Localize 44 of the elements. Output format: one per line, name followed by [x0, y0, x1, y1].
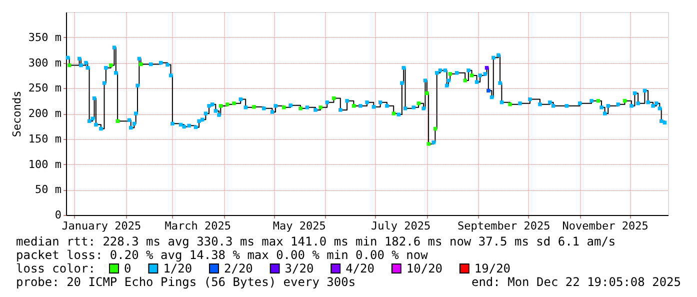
x-tick-label: November 2025: [562, 220, 648, 232]
y-tick-label: 0: [54, 208, 62, 222]
legend-label: 1/20: [163, 262, 192, 276]
legend-label: 4/20: [346, 262, 375, 276]
point: [116, 119, 120, 123]
legend-label: 3/20: [284, 262, 314, 276]
text: probe: 20 ICMP Echo Pings (56 Bytes) every 300s: [16, 275, 356, 289]
point: [416, 101, 420, 106]
point: [352, 104, 356, 108]
x-tick-label: May 2025: [272, 220, 326, 232]
y-tick-label: 250 m: [28, 82, 62, 95]
point: [508, 102, 512, 106]
point: [109, 63, 113, 68]
y-tick-label: 150 m: [28, 132, 62, 146]
x-tick-label: July 2025: [370, 220, 431, 232]
point: [392, 112, 396, 116]
point: [252, 105, 256, 109]
point: [486, 88, 490, 93]
text: packet loss: 0.20 % avg 14.38 % max 0.00 % min 0.00 % now: [16, 248, 429, 262]
point: [426, 142, 430, 146]
point: [282, 106, 286, 110]
legend-label: 19/20: [474, 262, 511, 276]
y-tick-label: 300 m: [28, 56, 62, 70]
point: [463, 78, 467, 82]
text: end: Mon Dec 22 19:05:08 2025: [471, 275, 681, 289]
y-axis-title: Seconds: [10, 90, 24, 138]
x-tick-label: January 2025: [62, 220, 142, 232]
legend-label: 10/20: [406, 262, 443, 276]
text: median rtt: 228.3 ms avg 330.3 ms max 141.0 ms min 182.6 ms now 37.5 ms sd 6.1 am/s: [16, 234, 616, 248]
x-tick-label: September 2025: [458, 220, 550, 232]
y-tick-label: 100 m: [28, 158, 62, 171]
point: [218, 104, 223, 108]
x-tick-label: March 2025: [164, 220, 231, 232]
point: [448, 72, 452, 76]
y-tick-label: 50 m: [35, 183, 62, 196]
y-tick-label: 350 m: [28, 30, 62, 44]
y-tick-label: 200 m: [28, 107, 62, 120]
point: [232, 101, 236, 106]
legend-label: 2/20: [224, 262, 253, 276]
point: [298, 106, 302, 110]
legend-title: loss color:: [16, 262, 96, 276]
legend-label: 0: [124, 262, 132, 276]
point: [318, 106, 322, 110]
point: [470, 74, 474, 78]
